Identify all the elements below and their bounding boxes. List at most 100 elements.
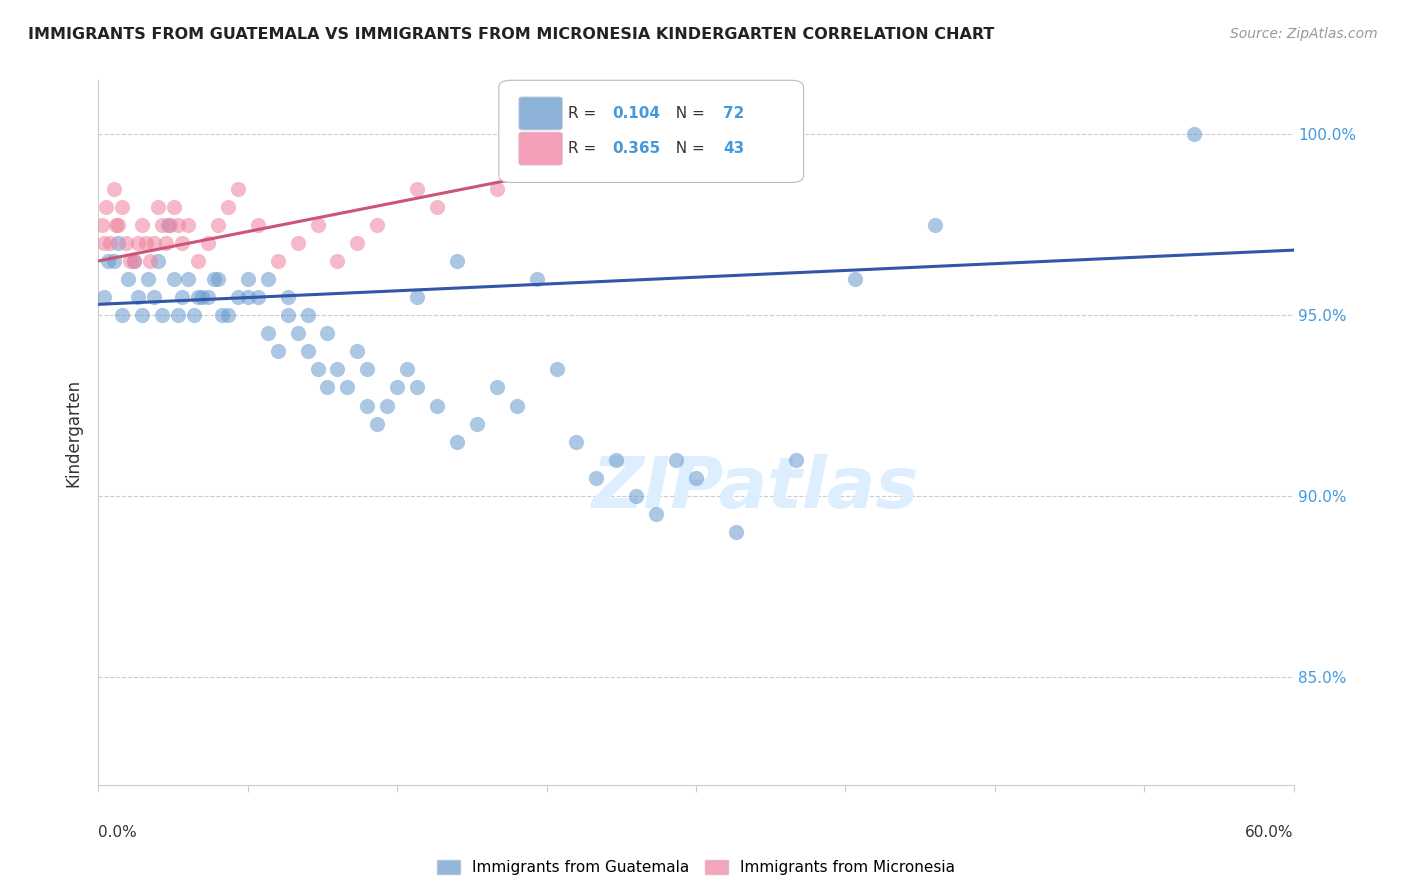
Point <box>105 218 128 232</box>
Point <box>115 235 138 250</box>
Point <box>406 182 429 196</box>
Point <box>307 362 329 376</box>
Point <box>287 326 309 341</box>
Point <box>465 417 488 431</box>
Point <box>246 218 269 232</box>
Point <box>685 128 707 142</box>
Point <box>246 290 269 304</box>
Point <box>197 235 219 250</box>
Point <box>297 308 319 322</box>
Point <box>159 218 181 232</box>
Text: 0.365: 0.365 <box>613 141 661 156</box>
Point <box>155 235 177 250</box>
Point <box>136 272 159 286</box>
Text: Source: ZipAtlas.com: Source: ZipAtlas.com <box>1230 27 1378 41</box>
Point <box>346 344 368 359</box>
Point <box>356 362 378 376</box>
Point <box>107 218 129 232</box>
Point <box>375 399 398 413</box>
Point <box>124 254 146 268</box>
Point <box>177 272 200 286</box>
Point <box>98 235 122 250</box>
Point <box>256 272 278 286</box>
Point <box>485 380 508 394</box>
Point <box>326 362 349 376</box>
Point <box>117 272 139 286</box>
Point <box>103 182 125 196</box>
Point <box>111 308 134 322</box>
Point <box>107 235 129 250</box>
Point <box>346 235 368 250</box>
Point <box>207 272 229 286</box>
Point <box>202 272 225 286</box>
Point <box>226 182 249 196</box>
Point <box>446 434 468 449</box>
Point <box>665 452 688 467</box>
Point <box>785 120 807 135</box>
Point <box>167 218 190 232</box>
Point <box>217 200 239 214</box>
Point <box>277 290 299 304</box>
Point <box>226 290 249 304</box>
Point <box>526 272 548 286</box>
Point <box>187 254 209 268</box>
Point <box>157 218 180 232</box>
Point <box>316 380 339 394</box>
Point <box>565 434 588 449</box>
Point <box>924 218 946 232</box>
Point <box>1182 128 1205 142</box>
Point <box>526 163 548 178</box>
Text: IMMIGRANTS FROM GUATEMALA VS IMMIGRANTS FROM MICRONESIA KINDERGARTEN CORRELATION: IMMIGRANTS FROM GUATEMALA VS IMMIGRANTS … <box>28 27 994 42</box>
Point <box>191 290 214 304</box>
Point <box>605 145 627 160</box>
Point <box>131 218 153 232</box>
Point <box>139 254 162 268</box>
Point <box>844 272 866 286</box>
Point <box>143 235 166 250</box>
Point <box>267 344 290 359</box>
Point <box>148 254 170 268</box>
Point <box>163 200 186 214</box>
Point <box>287 235 309 250</box>
Point <box>172 290 194 304</box>
Text: 72: 72 <box>724 106 745 121</box>
Point <box>96 200 118 214</box>
Point <box>277 308 299 322</box>
Text: N =: N = <box>666 106 710 121</box>
FancyBboxPatch shape <box>499 80 804 183</box>
Point <box>148 200 170 214</box>
Point <box>127 290 149 304</box>
Point <box>93 290 115 304</box>
Text: 60.0%: 60.0% <box>1246 825 1294 840</box>
Point <box>785 452 807 467</box>
Point <box>236 272 259 286</box>
Text: R =: R = <box>568 106 602 121</box>
Point <box>111 200 134 214</box>
Point <box>626 489 648 503</box>
Point <box>236 290 259 304</box>
Point <box>685 471 707 485</box>
Point <box>585 471 607 485</box>
Point <box>211 308 233 322</box>
Point <box>103 254 125 268</box>
FancyBboxPatch shape <box>519 97 562 129</box>
Point <box>187 290 209 304</box>
Point <box>127 235 149 250</box>
Point <box>426 200 449 214</box>
Y-axis label: Kindergarten: Kindergarten <box>65 378 83 487</box>
Text: 0.0%: 0.0% <box>98 825 138 840</box>
Point <box>256 326 278 341</box>
Point <box>426 399 449 413</box>
Point <box>485 182 508 196</box>
Point <box>197 290 219 304</box>
Point <box>120 254 142 268</box>
Point <box>150 218 173 232</box>
Point <box>207 218 229 232</box>
Point <box>316 326 339 341</box>
Point <box>297 344 319 359</box>
Point <box>131 308 153 322</box>
Point <box>124 254 146 268</box>
Point <box>177 218 200 232</box>
Point <box>150 308 173 322</box>
Point <box>366 218 388 232</box>
